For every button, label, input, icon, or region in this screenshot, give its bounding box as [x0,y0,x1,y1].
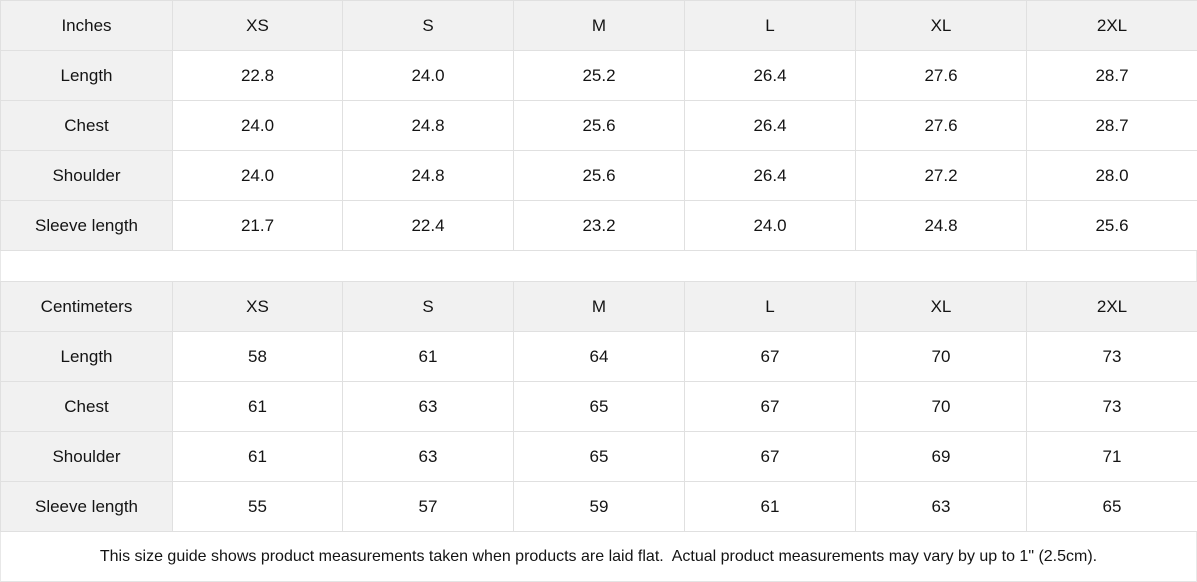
measurement-cell: 59 [514,482,685,532]
size-guide-disclaimer: This size guide shows product measuremen… [0,532,1197,582]
measurement-cell: 28.0 [1027,151,1197,201]
measurement-cell: 25.6 [514,101,685,151]
measurement-cell: 22.4 [343,201,514,251]
row-label-cell: Sleeve length [1,482,173,532]
measurement-cell: 28.7 [1027,51,1197,101]
measurement-cell: 73 [1027,332,1197,382]
measurement-cell: 27.6 [856,51,1027,101]
row-label-cell: Length [1,332,173,382]
size-header-cell: XL [856,282,1027,332]
measurement-cell: 63 [343,432,514,482]
measurement-cell: 25.2 [514,51,685,101]
measurement-cell: 21.7 [173,201,343,251]
row-label-cell: Shoulder [1,151,173,201]
unit-header-cell: Inches [1,1,173,51]
measurement-cell: 65 [514,432,685,482]
measurement-cell: 63 [343,382,514,432]
measurement-cell: 67 [685,382,856,432]
measurement-cell: 58 [173,332,343,382]
measurement-cell: 24.0 [173,151,343,201]
measurement-cell: 65 [1027,482,1197,532]
size-header-cell: S [343,1,514,51]
measurement-cell: 57 [343,482,514,532]
measurement-cell: 61 [685,482,856,532]
row-label-cell: Shoulder [1,432,173,482]
measurement-cell: 27.2 [856,151,1027,201]
size-header-cell: L [685,282,856,332]
measurement-cell: 24.8 [343,151,514,201]
size-header-cell: XS [173,282,343,332]
measurement-cell: 67 [685,432,856,482]
measurement-cell: 27.6 [856,101,1027,151]
measurement-cell: 24.8 [856,201,1027,251]
size-header-cell: M [514,1,685,51]
measurement-cell: 25.6 [514,151,685,201]
measurement-cell: 24.0 [343,51,514,101]
row-label-cell: Chest [1,101,173,151]
size-header-cell: L [685,1,856,51]
size-header-cell: 2XL [1027,1,1197,51]
size-header-cell: 2XL [1027,282,1197,332]
measurement-cell: 70 [856,332,1027,382]
size-header-cell: S [343,282,514,332]
row-label-cell: Chest [1,382,173,432]
measurement-cell: 25.6 [1027,201,1197,251]
measurement-cell: 24.0 [173,101,343,151]
size-header-cell: XS [173,1,343,51]
measurement-cell: 69 [856,432,1027,482]
row-label-cell: Length [1,51,173,101]
measurement-cell: 61 [343,332,514,382]
table-gap [0,251,1197,281]
measurement-cell: 64 [514,332,685,382]
measurement-cell: 55 [173,482,343,532]
unit-header-cell: Centimeters [1,282,173,332]
measurement-cell: 24.8 [343,101,514,151]
measurement-cell: 63 [856,482,1027,532]
size-header-cell: XL [856,1,1027,51]
measurement-cell: 22.8 [173,51,343,101]
measurement-cell: 73 [1027,382,1197,432]
measurement-cell: 65 [514,382,685,432]
measurement-cell: 26.4 [685,151,856,201]
row-label-cell: Sleeve length [1,201,173,251]
measurement-cell: 23.2 [514,201,685,251]
measurement-cell: 28.7 [1027,101,1197,151]
size-header-cell: M [514,282,685,332]
measurement-cell: 71 [1027,432,1197,482]
measurement-cell: 26.4 [685,51,856,101]
measurement-cell: 26.4 [685,101,856,151]
measurement-cell: 61 [173,432,343,482]
measurement-cell: 67 [685,332,856,382]
measurement-cell: 70 [856,382,1027,432]
measurement-cell: 61 [173,382,343,432]
measurement-cell: 24.0 [685,201,856,251]
